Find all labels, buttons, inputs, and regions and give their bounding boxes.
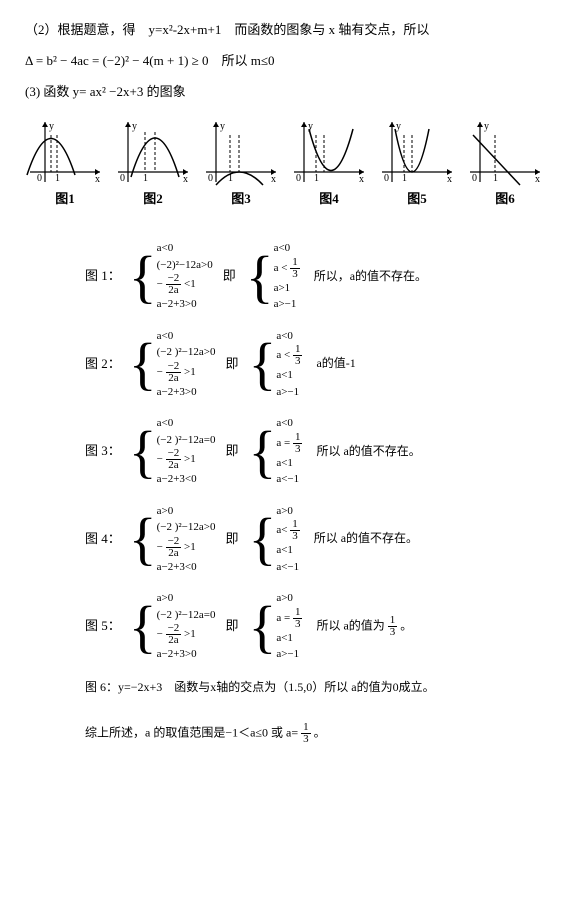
svg-text:x: x: [359, 174, 364, 185]
svg-text:1: 1: [314, 173, 319, 184]
graph-6-label: 图6: [465, 189, 545, 210]
svg-text:1: 1: [402, 173, 407, 184]
svg-text:x: x: [183, 174, 188, 185]
case-label: 图 3：: [85, 441, 121, 462]
case-label: 图 4：: [85, 529, 121, 550]
graph-4-label: 图4: [289, 189, 369, 210]
para-3: (3) 函数 y= ax² −2x+3 的图象: [25, 82, 542, 103]
graph-2-label: 图2: [113, 189, 193, 210]
svg-text:y: y: [49, 121, 54, 132]
mid-word: 即: [225, 441, 238, 462]
system-2: {a<0a < 13a>1a>−1: [246, 240, 300, 313]
case-label: 图 2：: [85, 354, 121, 375]
system-2: {a>0a< 13a<1a<−1: [249, 503, 300, 576]
graph-1: 0 1 x y 图1: [25, 117, 105, 210]
result-text: a的值-1: [316, 354, 355, 373]
svg-text:y: y: [484, 121, 489, 132]
case-label: 图 1：: [85, 266, 121, 287]
svg-text:0: 0: [384, 173, 389, 184]
case-3: 图 3： {a<0(−2 )²−12a=0− −22a >1a−2+3<0 即 {a<…: [85, 415, 542, 488]
svg-text:0: 0: [208, 173, 213, 184]
graph-2: 0 1 x y 图2: [113, 117, 193, 210]
graph-5: 0 1 x y 图5: [377, 117, 457, 210]
svg-text:x: x: [535, 174, 540, 185]
system-2: {a<0a = 13a<1a<−1: [249, 415, 303, 488]
graph-6: 0 1 x y 图6: [465, 117, 545, 210]
system-1: {a>0(−2 )²−12a>0− −22a >1a−2+3<0: [129, 503, 216, 576]
svg-text:0: 0: [296, 173, 301, 184]
case-5: 图 5： {a>0(−2 )²−12a=0− −22a >1a−2+3>0 即 {a>…: [85, 590, 542, 663]
svg-text:x: x: [447, 174, 452, 185]
case-4: 图 4： {a>0(−2 )²−12a>0− −22a >1a−2+3<0 即 {a>…: [85, 503, 542, 576]
case-6-text: 图 6：y=−2x+3 函数与x轴的交点为（1.5,0）所以 a的值为0成立。: [85, 678, 542, 697]
result-text: 所以 a的值为 13 。: [316, 615, 412, 638]
result-text: 所以，a的值不存在。: [314, 267, 427, 286]
mid-word: 即: [225, 529, 238, 550]
graph-5-label: 图5: [377, 189, 457, 210]
graph-3-label: 图3: [201, 189, 281, 210]
mid-word: 即: [225, 616, 238, 637]
case-1: 图 1： {a<0(−2)²−12a>0− −22a <1a−2+3>0 即 {a<0…: [85, 240, 542, 313]
svg-text:0: 0: [472, 173, 477, 184]
mid-word: 即: [225, 354, 238, 375]
system-1: {a<0(−2 )²−12a>0− −22a >1a−2+3>0: [129, 328, 216, 401]
para-2: （2）根据题意，得 y=x²-2x+m+1 而函数的图象与 x 轴有交点，所以: [25, 20, 542, 41]
svg-text:1: 1: [143, 173, 148, 184]
cases-container: 图 1： {a<0(−2)²−12a>0− −22a <1a−2+3>0 即 {a<0…: [25, 240, 542, 663]
system-2: {a<0a < 13a<1a>−1: [249, 328, 303, 401]
svg-text:0: 0: [120, 173, 125, 184]
svg-text:y: y: [396, 121, 401, 132]
mid-word: 即: [223, 266, 236, 287]
para-delta: Δ = b² − 4ac = (−2)² − 4(m + 1) ≥ 0 所以 m…: [25, 51, 542, 72]
system-1: {a<0(−2 )²−12a=0− −22a >1a−2+3<0: [129, 415, 216, 488]
svg-text:y: y: [220, 121, 225, 132]
graph-4: 0 1 x y 图4: [289, 117, 369, 210]
graph-1-label: 图1: [25, 189, 105, 210]
case-label: 图 5：: [85, 616, 121, 637]
result-text: 所以 a的值不存在。: [316, 442, 420, 461]
summary-text: 综上所述，a 的取值范围是−1＜a≤0 或 a= 13 。: [85, 722, 542, 745]
case-2: 图 2： {a<0(−2 )²−12a>0− −22a >1a−2+3>0 即 {a<…: [85, 328, 542, 401]
svg-text:x: x: [95, 174, 100, 185]
system-1: {a>0(−2 )²−12a=0− −22a >1a−2+3>0: [129, 590, 216, 663]
graph-3: 0 1 x y 图3: [201, 117, 281, 210]
svg-text:x: x: [271, 174, 276, 185]
system-2: {a>0a = 13a<1a>−1: [249, 590, 303, 663]
svg-text:1: 1: [493, 173, 498, 184]
system-1: {a<0(−2)²−12a>0− −22a <1a−2+3>0: [129, 240, 213, 313]
result-text: 所以 a的值不存在。: [314, 529, 418, 548]
svg-text:1: 1: [55, 173, 60, 184]
graphs-row: 0 1 x y 图1 0 1 x y 图2: [25, 117, 542, 210]
svg-text:0: 0: [37, 173, 42, 184]
svg-text:y: y: [132, 121, 137, 132]
